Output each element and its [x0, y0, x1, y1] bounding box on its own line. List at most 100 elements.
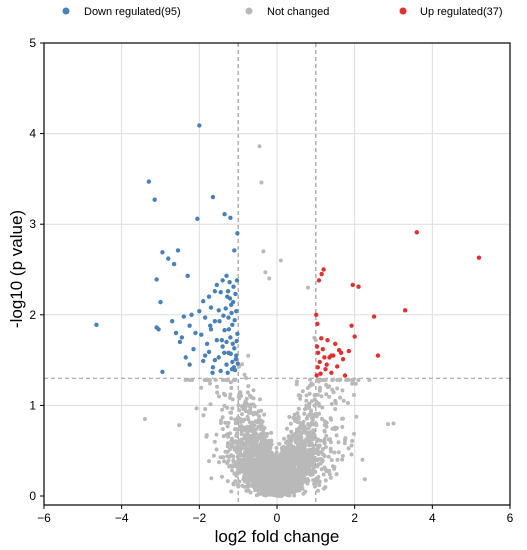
point-not-changed [228, 392, 233, 397]
point-down-regulated [195, 216, 200, 221]
point-not-changed [204, 434, 209, 439]
point-down-regulated [210, 365, 216, 370]
point-not-changed [256, 409, 261, 414]
point-not-changed [251, 464, 256, 469]
point-not-changed [235, 431, 240, 436]
point-not-changed [246, 434, 251, 439]
point-not-changed [251, 484, 256, 489]
point-not-changed [303, 489, 308, 494]
point-not-changed [323, 378, 328, 382]
point-not-changed [233, 445, 238, 450]
point-not-changed [284, 462, 289, 467]
point-not-changed [211, 453, 216, 458]
point-not-changed [293, 450, 298, 455]
point-down-regulated [221, 313, 226, 318]
point-not-changed [232, 378, 237, 382]
point-not-changed [270, 463, 275, 468]
point-not-changed [284, 440, 288, 445]
y-tick-labels: 0 1 2 3 4 5 [29, 36, 44, 503]
point-up-regulated [315, 321, 320, 327]
point-not-changed [250, 422, 255, 427]
point-not-changed [228, 431, 232, 436]
point-down-regulated [230, 322, 235, 327]
point-not-changed [268, 441, 273, 446]
point-down-regulated [212, 357, 218, 363]
point-down-regulated [214, 282, 220, 288]
point-not-changed [290, 459, 295, 464]
point-down-regulated [220, 344, 225, 349]
point-up-regulated [319, 336, 324, 341]
point-down-regulated [230, 359, 235, 365]
point-not-changed [225, 424, 230, 429]
point-down-regulated [234, 278, 240, 283]
point-down-regulated [228, 335, 233, 340]
point-not-changed [261, 429, 266, 434]
point-not-changed [333, 407, 338, 411]
point-not-changed [242, 484, 247, 489]
point-not-changed [221, 391, 226, 396]
point-down-regulated [224, 273, 229, 279]
point-down-regulated [197, 123, 202, 128]
point-not-changed [295, 441, 300, 446]
point-not-changed [287, 449, 292, 454]
point-not-changed [229, 385, 234, 390]
point-not-changed [292, 493, 297, 498]
point-down-regulated [222, 212, 227, 217]
point-not-changed [287, 493, 292, 498]
point-not-changed [351, 393, 356, 397]
point-up-regulated [315, 350, 321, 356]
point-down-regulated [217, 318, 222, 324]
point-not-changed [258, 484, 263, 489]
point-not-changed [207, 378, 212, 382]
point-not-changed [296, 454, 301, 459]
point-not-changed [246, 384, 251, 389]
point-not-changed [251, 461, 256, 466]
point-up-regulated [317, 359, 322, 365]
point-down-regulated [210, 370, 215, 375]
point-not-changed [274, 450, 279, 455]
point-not-changed [310, 429, 315, 434]
legend-label-down: Down regulated(95) [84, 6, 181, 18]
point-not-changed [278, 484, 283, 489]
point-not-changed [225, 441, 230, 446]
point-down-regulated [204, 341, 210, 346]
point-not-changed [142, 416, 147, 421]
point-not-changed [287, 487, 291, 492]
point-not-changed [267, 276, 272, 281]
point-not-changed [259, 457, 264, 462]
point-not-changed [308, 434, 313, 439]
point-not-changed [240, 362, 245, 367]
point-not-changed [229, 416, 234, 421]
x-tick-labels: −6 −4 −2 0 2 4 6 [37, 505, 514, 525]
point-not-changed [228, 380, 233, 385]
point-not-changed [220, 474, 224, 479]
point-not-changed [298, 471, 303, 476]
point-down-regulated [235, 231, 240, 236]
point-not-changed [278, 258, 283, 263]
point-not-changed [330, 378, 335, 382]
point-not-changed [341, 416, 345, 421]
point-down-regulated [234, 308, 239, 314]
y-axis-label: -log10 (p value) [7, 210, 26, 328]
point-not-changed [329, 458, 334, 463]
point-not-changed [282, 467, 287, 472]
point-not-changed [329, 402, 334, 406]
point-not-changed [262, 412, 267, 417]
point-not-changed [269, 430, 274, 435]
point-down-regulated [234, 353, 239, 358]
point-not-changed [257, 144, 262, 149]
point-down-regulated [202, 315, 208, 320]
point-not-changed [317, 443, 322, 448]
point-not-changed [225, 444, 230, 449]
point-not-changed [302, 411, 307, 416]
point-not-changed [237, 408, 242, 413]
point-not-changed [248, 402, 253, 407]
point-not-changed [239, 424, 244, 429]
point-not-changed [302, 453, 307, 458]
point-not-changed [199, 385, 204, 390]
point-not-changed [307, 449, 312, 454]
point-not-changed [288, 421, 293, 426]
point-not-changed [296, 447, 301, 452]
point-not-changed [278, 462, 283, 467]
point-down-regulated [216, 308, 221, 313]
